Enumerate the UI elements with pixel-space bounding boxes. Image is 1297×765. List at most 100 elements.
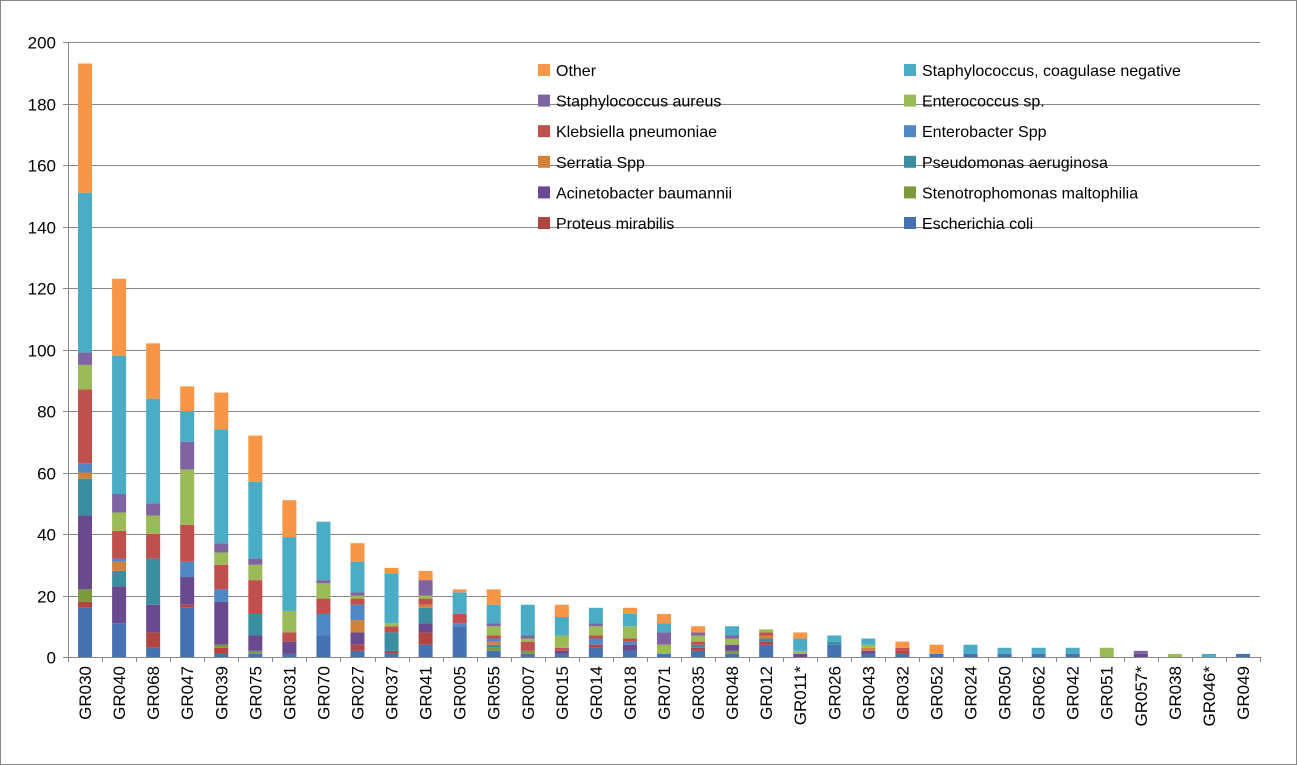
bar-segment xyxy=(725,638,740,645)
x-tick-label: GR007 xyxy=(519,666,538,720)
legend-label: Enterococcus sp. xyxy=(922,94,1045,111)
bar-segment xyxy=(78,601,93,608)
bar-segment xyxy=(486,604,501,624)
bar-segment xyxy=(861,638,876,645)
x-tick-label: GR005 xyxy=(451,666,470,720)
bar-segment xyxy=(520,638,535,642)
bar-segment xyxy=(78,607,93,657)
bar-segment xyxy=(657,623,671,633)
y-tick-label: 100 xyxy=(28,342,56,361)
bar-segment xyxy=(929,653,944,657)
y-tick-label: 0 xyxy=(47,649,56,668)
legend-label: Serratia Spp xyxy=(556,155,645,172)
bar-segment xyxy=(657,613,671,624)
bar-segment xyxy=(248,653,263,657)
bar-segment xyxy=(1031,653,1046,657)
bar-segment xyxy=(214,589,229,602)
bar-segment xyxy=(486,644,501,648)
bar-segment xyxy=(588,644,603,648)
bar-segment xyxy=(384,632,399,651)
bar-segment xyxy=(282,632,297,642)
bar-segment xyxy=(759,641,774,645)
bar-segment xyxy=(452,623,467,627)
bar-segment xyxy=(1235,653,1250,657)
legend-label: Acinetobacter baumannii xyxy=(556,185,732,202)
x-tick-label: GR015 xyxy=(553,666,572,720)
bar-segment xyxy=(112,355,127,495)
bar-segment xyxy=(78,352,93,365)
x-tick-label: GR046* xyxy=(1200,666,1219,727)
bar-segment xyxy=(350,595,365,599)
legend-label: Stenotrophomonas maltophilia xyxy=(922,185,1138,202)
bar-segment xyxy=(554,653,569,657)
x-tick-label: GR050 xyxy=(996,666,1015,720)
bar-segment xyxy=(691,650,706,657)
bar-segment xyxy=(146,558,161,605)
bar-segment xyxy=(486,635,501,639)
bar-segment xyxy=(248,650,263,654)
bar-segment xyxy=(248,613,263,636)
bar-segment xyxy=(350,632,365,645)
bar-segment xyxy=(112,623,127,657)
bar-segment xyxy=(452,626,467,657)
legend-swatch xyxy=(538,125,550,138)
bar-segment xyxy=(248,564,263,581)
x-tick-label: GR030 xyxy=(76,666,95,720)
bar-segment xyxy=(1167,653,1182,657)
x-tick-label: GR038 xyxy=(1166,666,1185,720)
bar-segment xyxy=(214,552,229,565)
x-tick-label: GR048 xyxy=(723,666,742,720)
bar-segment xyxy=(180,607,195,657)
x-tick-label: GR031 xyxy=(280,666,299,720)
x-tick-label: GR024 xyxy=(962,666,981,720)
bar-segment xyxy=(1099,647,1114,657)
bar-segment xyxy=(146,647,161,657)
bar-segment xyxy=(486,641,501,645)
x-tick-label: GR040 xyxy=(110,666,129,720)
bar-segment xyxy=(282,500,297,538)
bar-segment xyxy=(554,650,569,654)
bar-segment xyxy=(793,650,808,654)
bar-segment xyxy=(316,521,331,581)
legend: Other Staphylococcus, coagulase negative S… xyxy=(538,63,1181,233)
bar-segment xyxy=(214,644,229,648)
bar-segment xyxy=(657,644,671,654)
bar-segment xyxy=(214,601,229,645)
bar-segment xyxy=(78,63,93,193)
y-tick-label: 120 xyxy=(28,280,56,299)
bar-segment xyxy=(691,635,706,642)
bar-segment xyxy=(418,598,433,605)
x-tick-label: GR041 xyxy=(417,666,436,720)
bar-segment xyxy=(691,644,706,648)
bar-segment xyxy=(78,478,93,516)
bar-segment xyxy=(486,589,501,605)
legend-swatch xyxy=(904,94,916,107)
bar-segment xyxy=(248,635,263,651)
bar-segment xyxy=(112,586,127,624)
bar-segment xyxy=(316,580,331,584)
legend-swatch xyxy=(904,155,916,168)
y-axis-ticks: 0 20 40 60 80 100 120 140 160 180 200 xyxy=(28,34,68,668)
bar-segment xyxy=(180,469,195,525)
legend-label: Other xyxy=(556,63,597,80)
bar-segment xyxy=(214,543,229,553)
bar-segment xyxy=(418,607,433,624)
bar-segment xyxy=(588,635,603,639)
x-tick-label: GR018 xyxy=(621,666,640,720)
bar-segment xyxy=(248,435,263,482)
bar-segment xyxy=(588,623,603,627)
bar-segment xyxy=(486,650,501,657)
bar-segment xyxy=(452,589,467,593)
bar-segment xyxy=(146,632,161,648)
x-tick-label: GR047 xyxy=(178,666,197,720)
bar-segment xyxy=(725,626,740,636)
bar-segment xyxy=(793,638,808,651)
bar-segment xyxy=(895,650,910,654)
bar-segment xyxy=(554,647,569,651)
legend-label: Klebsiella pneumoniae xyxy=(556,124,717,141)
x-tick-label: GR070 xyxy=(314,666,333,720)
bar-segment xyxy=(827,641,842,645)
bar-segment xyxy=(418,604,433,608)
x-tick-label: GR026 xyxy=(825,666,844,720)
